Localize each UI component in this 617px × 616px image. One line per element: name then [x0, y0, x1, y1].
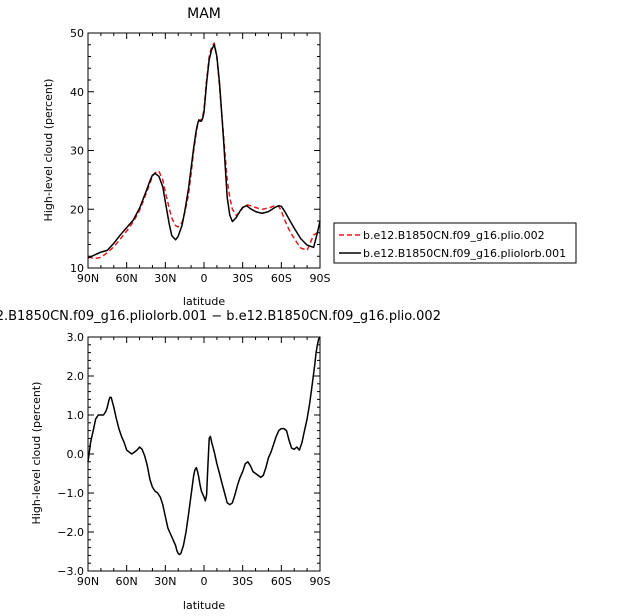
legend-entry-plio: b.e12.B1850CN.f09_g16.plio.002: [363, 229, 545, 242]
top-x-tick-label: 30S: [232, 272, 253, 285]
bottom-plot-frame: [88, 337, 320, 571]
bottom-series-lines: [88, 337, 320, 555]
bottom-y-axis-label: High-level cloud (percent): [30, 382, 43, 525]
top-panel: MAM High-level cloud (percent) latitude …: [42, 6, 331, 308]
bottom-x-axis-label: latitude: [183, 599, 225, 612]
legend-entry-pliolorb: b.e12.B1850CN.f09_g16.pliolorb.001: [363, 247, 566, 260]
bottom-x-tick-label: 60S: [271, 575, 292, 588]
top-x-tick-label: 90S: [310, 272, 331, 285]
bottom-y-tick-label: 0.0: [67, 448, 85, 461]
top-y-tick-label: 40: [70, 86, 84, 99]
bottom-y-tick-label: −1.0: [57, 487, 84, 500]
legend: b.e12.B1850CN.f09_g16.plio.002 b.e12.B18…: [334, 223, 576, 263]
bottom-x-tick-label: 30S: [232, 575, 253, 588]
bottom-x-tick-label: 60N: [116, 575, 138, 588]
top-chart-title: MAM: [187, 6, 221, 22]
top-x-tick-label: 60S: [271, 272, 292, 285]
bottom-x-tick-label: 90N: [77, 575, 99, 588]
bottom-y-tick-label: 3.0: [67, 331, 85, 344]
bottom-y-tick-label: 2.0: [67, 370, 85, 383]
top-x-tick-label: 0: [201, 272, 208, 285]
top-y-tick-label: 50: [70, 27, 84, 40]
top-series-lines: [88, 43, 320, 259]
bottom-x-tick-label: 0: [201, 575, 208, 588]
top-series-line-0: [88, 43, 320, 259]
top-x-tick-label: 90N: [77, 272, 99, 285]
top-y-tick-label: 30: [70, 145, 84, 158]
bottom-chart-title: b.e12.B1850CN.f09_g16.pliolorb.001 − b.e…: [0, 309, 441, 324]
bottom-x-tick-label: 90S: [310, 575, 331, 588]
bottom-x-tick-label: 30N: [154, 575, 176, 588]
top-y-axis-label: High-level cloud (percent): [42, 79, 55, 222]
bottom-y-tick-label: 1.0: [67, 409, 85, 422]
top-y-tick-label: 20: [70, 203, 84, 216]
top-x-tick-label: 60N: [116, 272, 138, 285]
top-series-line-1: [88, 45, 320, 258]
top-x-tick-label: 30N: [154, 272, 176, 285]
bottom-panel: b.e12.B1850CN.f09_g16.pliolorb.001 − b.e…: [0, 309, 441, 612]
bottom-series-line-0: [88, 337, 320, 555]
top-x-axis-label: latitude: [183, 295, 225, 308]
bottom-y-tick-label: −2.0: [57, 526, 84, 539]
